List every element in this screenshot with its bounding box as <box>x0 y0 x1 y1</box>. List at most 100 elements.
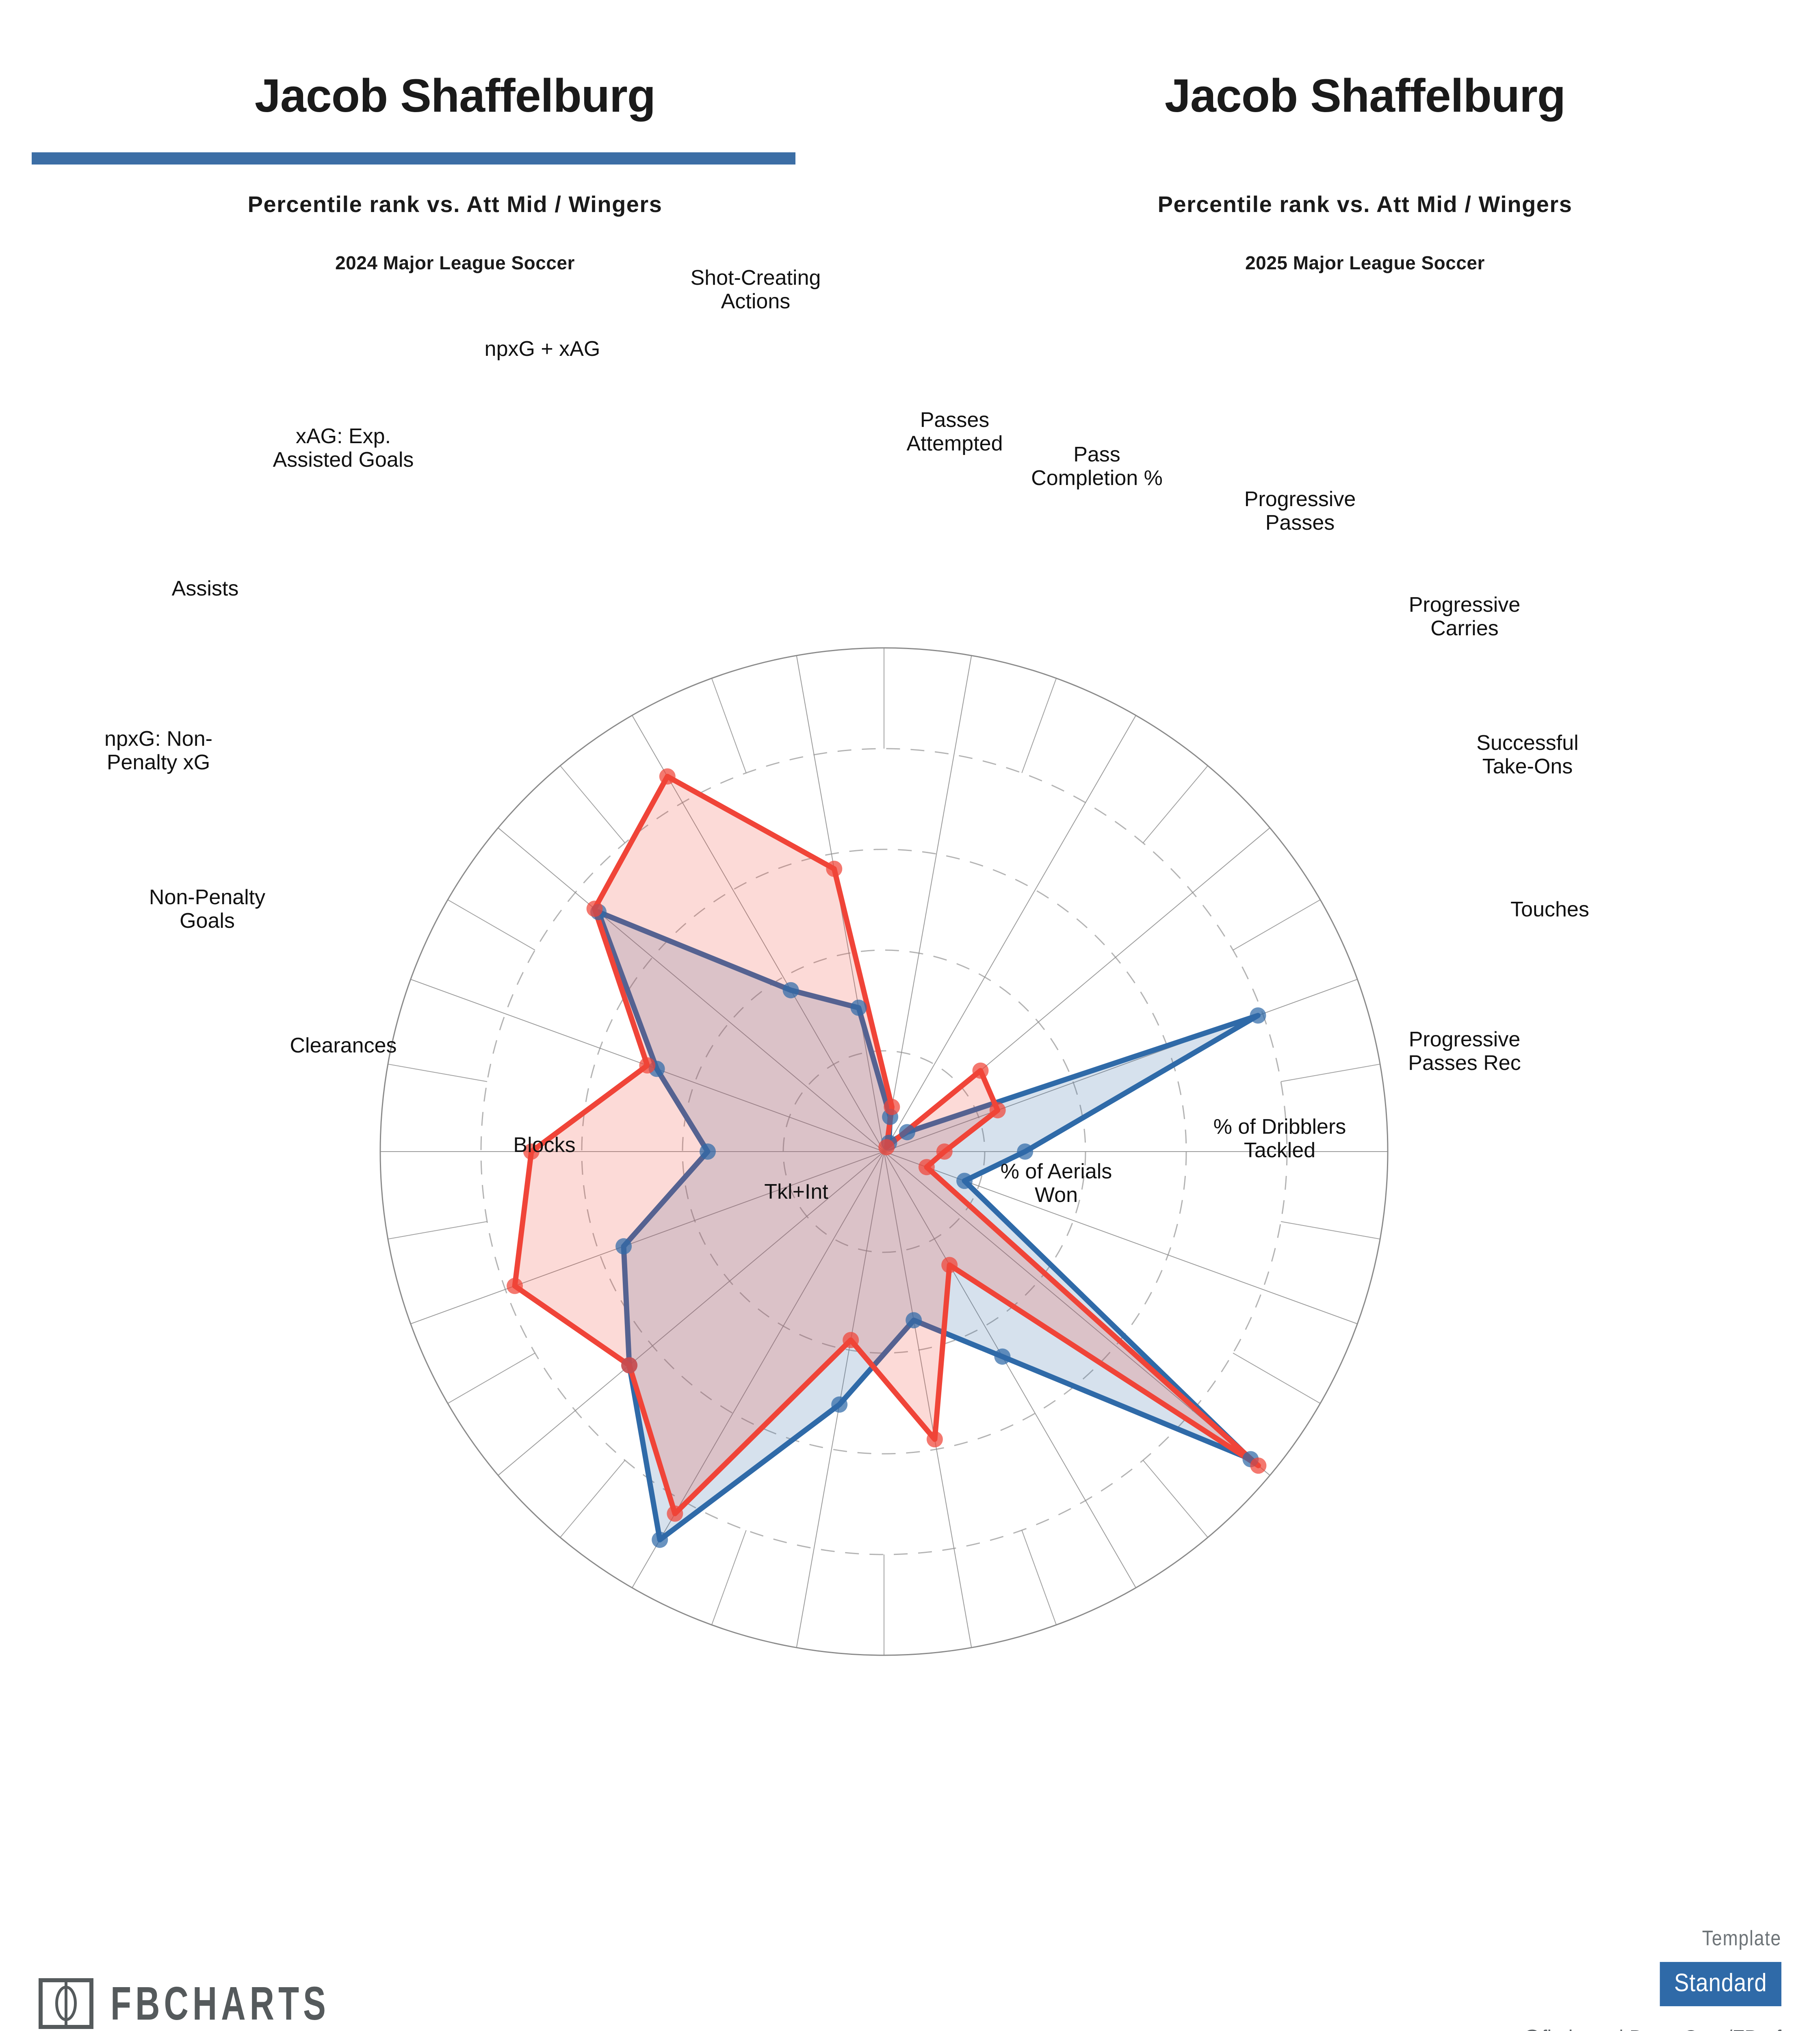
radar-point-series-1-3 <box>989 1102 1006 1119</box>
radar-point-series-0-16 <box>782 982 799 998</box>
radar-point-series-1-13 <box>523 1143 540 1160</box>
player-name-right: Jacob Shaffelburg <box>1164 70 1566 122</box>
axis-label-line: Successful <box>1476 731 1579 755</box>
axis-label-clearances: Clearances <box>290 1034 396 1057</box>
axis-label-npxg-non-penalty-xg: npxG: Non- Penalty xG <box>104 727 212 774</box>
radar-point-series-1-2 <box>972 1062 989 1079</box>
axis-label-line: Assists <box>171 577 239 600</box>
axis-label-line: Blocks <box>513 1133 576 1157</box>
axis-label-line: Passes <box>1265 511 1335 535</box>
header: Jacob Shaffelburg Percentile rank vs. At… <box>0 0 1820 333</box>
axis-label-line: Tackled <box>1244 1139 1316 1163</box>
axis-label-line: Take-Ons <box>1482 755 1573 779</box>
radar-sector-divider-14 <box>447 899 535 951</box>
axis-label-line: Assisted Goals <box>273 448 414 472</box>
radar-sector-divider-6 <box>1142 1460 1208 1538</box>
axis-label-touches: Touches <box>1510 898 1589 921</box>
radar-point-series-1-14 <box>639 1057 656 1074</box>
radar-spoke-1 <box>884 715 1136 1152</box>
radar-sector-divider-1 <box>1142 765 1208 843</box>
axis-label-line: npxG: Non- <box>104 727 212 751</box>
axis-label-line: xAG: Exp. <box>295 424 391 448</box>
radar-point-series-0-2 <box>899 1124 915 1141</box>
radar-spoke-15 <box>498 827 884 1152</box>
radar-point-series-1-11 <box>621 1357 638 1374</box>
radar-spoke-0 <box>884 655 972 1152</box>
radar-point-series-1-5 <box>918 1159 935 1176</box>
axis-label-of-aerials-won: % of Aerials Won <box>1001 1160 1112 1207</box>
radar-sector-divider-16 <box>711 678 747 773</box>
credit-line: @fbcharts | Data: Opta/FBref <box>1521 2025 1781 2031</box>
radar-point-series-1-17 <box>826 860 843 877</box>
axis-label-line: Touches <box>1510 898 1589 921</box>
radar-sector-divider-13 <box>388 1063 488 1082</box>
radar-point-series-0-5 <box>956 1173 973 1189</box>
radar-area-series-0 <box>598 912 1258 1540</box>
axis-label-line: Pass <box>1073 443 1120 466</box>
axis-label-progressive-passes-rec: Progressive Passes Rec <box>1408 1028 1521 1075</box>
axis-label-line: Passes <box>920 408 990 432</box>
radar-spoke-3 <box>884 979 1358 1152</box>
radar-point-series-1-1 <box>878 1139 895 1156</box>
axis-label-line: Actions <box>721 290 791 314</box>
radar-spoke-8 <box>884 1151 972 1648</box>
radar-point-series-1-9 <box>843 1332 859 1348</box>
radar-sector-divider-15 <box>560 765 626 843</box>
axis-label-blocks: Blocks <box>513 1133 575 1157</box>
radar-point-series-1-4 <box>936 1143 953 1160</box>
axis-label-line: Penalty xG <box>106 751 210 775</box>
radar-point-series-1-8 <box>926 1431 943 1448</box>
axis-label-line: Attempted <box>906 432 1003 456</box>
season-right: 2025 Major League Soccer <box>1245 252 1485 273</box>
axis-label-line: npxG + xAG <box>484 337 600 361</box>
axis-label-progressive-carries: Progressive Carries <box>1409 593 1521 640</box>
axis-label-assists: Assists <box>172 577 239 600</box>
axis-label-line: Non-Penalty <box>149 886 266 909</box>
axis-label-pass-completion: Pass Completion % <box>1031 443 1163 490</box>
axis-label-progressive-passes: Progressive Passes <box>1244 487 1356 535</box>
template-badge[interactable]: Standard <box>1660 1962 1781 2006</box>
radar-sector-divider-2 <box>1233 899 1321 951</box>
axis-label-line: Completion % <box>1031 466 1163 490</box>
radar-sector-divider-7 <box>1021 1530 1057 1625</box>
radar-point-series-1-16 <box>659 768 676 785</box>
axis-label-line: Progressive <box>1244 487 1356 511</box>
header-left-panel: Jacob Shaffelburg Percentile rank vs. At… <box>0 0 910 333</box>
radar-point-series-1-0 <box>884 1099 900 1115</box>
axis-label-line: % of Aerials <box>1000 1160 1112 1183</box>
template-label: Template <box>1702 1927 1781 1950</box>
axis-label-line: Shot-Creating <box>690 266 821 290</box>
radar-spoke-7 <box>884 1151 1136 1588</box>
axis-label-line: Clearances <box>290 1034 397 1057</box>
pitch-icon <box>39 1978 93 2029</box>
axis-label-passes-attempted: Passes Attempted <box>906 408 1003 455</box>
axis-label-non-penalty-goals: Non-Penalty Goals <box>149 886 265 933</box>
axis-label-successful-take-ons: Successful Take-Ons <box>1476 731 1578 778</box>
radar-sector-divider-11 <box>447 1353 535 1404</box>
fbcharts-wordmark: FBCHARTS <box>110 1977 330 2030</box>
fbcharts-logo: FBCHARTS <box>39 1976 415 2031</box>
axis-label-line: Progressive <box>1408 1028 1521 1051</box>
radar-sector-divider-0 <box>1021 678 1057 773</box>
radar-point-series-0-10 <box>652 1531 668 1548</box>
radar-point-series-0-3 <box>1250 1007 1266 1024</box>
radar-point-series-0-7 <box>994 1348 1011 1365</box>
axis-label-line: Won <box>1035 1183 1078 1207</box>
radar-sector-divider-3 <box>1280 1063 1380 1082</box>
player-name-left: Jacob Shaffelburg <box>254 70 656 122</box>
season-left: 2024 Major League Soccer <box>335 252 575 273</box>
radar-sector-divider-10 <box>560 1460 626 1538</box>
axis-label-tkl-int: Tkl+Int <box>764 1180 828 1204</box>
radar-point-series-1-12 <box>507 1277 523 1294</box>
radar-spoke-16 <box>632 715 884 1152</box>
radar-point-series-0-9 <box>831 1396 848 1413</box>
radar-sector-divider-12 <box>388 1221 488 1240</box>
axis-label-npxg-xag: npxG + xAG <box>485 337 600 361</box>
radar-point-series-0-17 <box>850 999 867 1016</box>
axis-label-of-dribblers-tackled: % of Dribblers Tackled <box>1213 1115 1346 1162</box>
radar-point-series-1-6 <box>1250 1457 1267 1474</box>
radar-point-series-0-12 <box>615 1238 632 1255</box>
radar-sector-divider-4 <box>1280 1221 1380 1240</box>
axis-label-line: Goals <box>180 909 235 933</box>
